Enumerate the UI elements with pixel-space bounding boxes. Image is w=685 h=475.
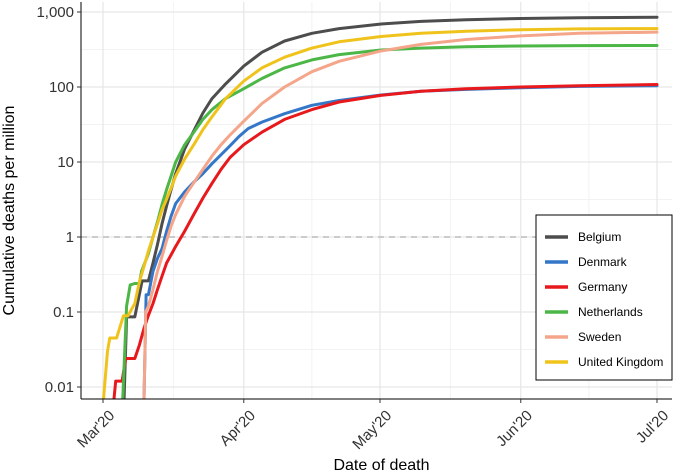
legend-label-united-kingdom: United Kingdom (578, 355, 663, 369)
y-tick-label: 1 (66, 229, 74, 246)
legend-box (535, 214, 673, 381)
legend-label-belgium: Belgium (578, 230, 621, 244)
y-tick-label: 0.1 (53, 304, 74, 321)
axes (77, 2, 672, 403)
legend: Belgium Denmark Germany Netherlands Sweden Un… (535, 214, 673, 381)
series-line-united-kingdom (101, 27, 659, 399)
series-lines (101, 15, 659, 399)
series-line-germany (112, 83, 659, 399)
y-tick-label: 0.01 (45, 379, 74, 396)
y-tick-label: 1,000 (36, 4, 74, 21)
series-line-belgium (122, 15, 659, 399)
gridlines (81, 2, 672, 399)
y-tick-label: 100 (49, 79, 74, 96)
legend-label-netherlands: Netherlands (578, 305, 643, 319)
legend-label-sweden: Sweden (578, 330, 621, 344)
legend-label-denmark: Denmark (578, 255, 628, 269)
x-axis-title: Date of death (333, 457, 429, 474)
series-line-sweden (142, 30, 659, 399)
y-tick-label: 10 (57, 154, 74, 171)
y-tick-labels: 0.01 0.1 1 10 100 1,000 (36, 4, 74, 396)
legend-label-germany: Germany (578, 280, 627, 294)
y-axis-title: Cumulative deaths per million (1, 106, 18, 316)
